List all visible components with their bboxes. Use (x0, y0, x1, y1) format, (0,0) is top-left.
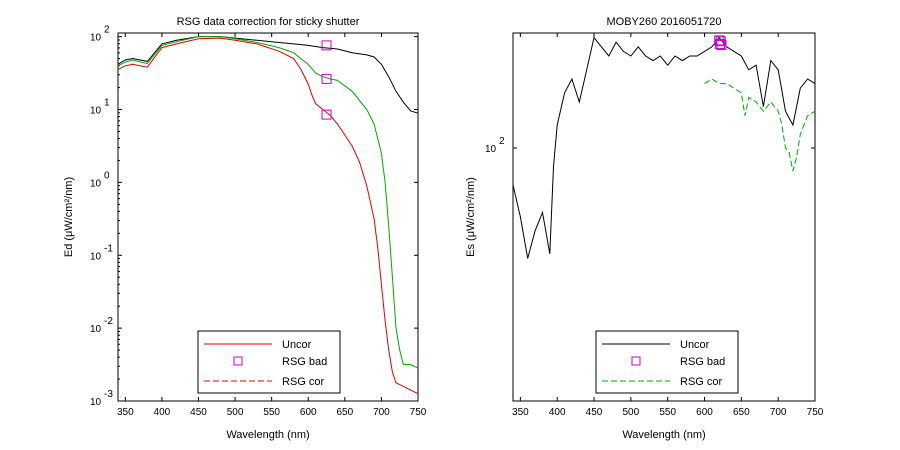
left-xtick-label: 500 (227, 407, 244, 418)
right-legend-uncor-label: Uncor (680, 339, 710, 351)
right-legend-box (595, 330, 739, 394)
right-rsg-bad-marker (716, 39, 727, 50)
right-series-line-1 (704, 78, 816, 172)
right-xtick-label: 500 (623, 407, 640, 418)
right-x-axis-label: Wavelength (nm) (622, 429, 705, 441)
left-chart-title: RSG data correction for sticky shutter (177, 16, 360, 28)
right-rsg-bad-marker (715, 36, 726, 47)
right-series (512, 35, 816, 259)
left-x-axis-label: Wavelength (nm) (226, 429, 309, 441)
left-ytick-base: 10 (90, 324, 102, 335)
left-legend-rsgbad-label: RSG bad (282, 356, 327, 368)
right-xtick-label: 350 (512, 407, 529, 418)
left-chart: RSG data correction for sticky shutter W… (63, 16, 427, 441)
left-rsg-bad-marker (321, 40, 332, 51)
left-legend-rsgcor-label: RSG cor (282, 376, 325, 388)
left-series-line-1 (117, 36, 419, 369)
right-legend-rsgbad-label: RSG bad (680, 356, 725, 368)
left-ytick-base: 10 (90, 397, 102, 408)
left-ticks: 350 400 450 500 550 600 650 700 75010-310-210-11… (90, 25, 427, 418)
left-y-axis-label: Ed (μW/cm²/nm) (63, 177, 75, 257)
right-xtick-label: 550 (659, 407, 676, 418)
left-legend: Uncor RSG bad RSG cor (197, 330, 341, 394)
left-xtick-label: 700 (373, 407, 390, 418)
right-legend-rsgcor-label: RSG cor (680, 376, 723, 388)
left-ytick-exp: 0 (104, 170, 110, 181)
left-series-line-2 (117, 37, 419, 395)
left-ytick-base: 10 (90, 178, 102, 189)
right-rsg-bad-marker (714, 39, 725, 50)
left-ytick-exp: 1 (104, 98, 110, 109)
left-ytick-exp: -3 (104, 389, 113, 400)
right-xtick-label: 650 (733, 407, 750, 418)
right-xtick-label: 400 (549, 407, 566, 418)
left-rsg-bad-marker (321, 73, 332, 84)
left-xtick-label: 350 (117, 407, 134, 418)
left-xtick-label: 650 (336, 407, 353, 418)
right-legend-rsgbad-swatch (631, 356, 641, 366)
left-ytick-base: 10 (90, 251, 102, 262)
left-xtick-label: 400 (154, 407, 171, 418)
right-chart: MOBY260 2016051720 Wavelength (nm) Es (μ… (465, 16, 824, 441)
left-ytick-base: 10 (90, 33, 102, 44)
left-xtick-label: 600 (300, 407, 317, 418)
left-xtick-label: 550 (263, 407, 280, 418)
right-xtick-label: 600 (696, 407, 713, 418)
left-series-line-0 (117, 36, 419, 114)
left-ytick-exp: 2 (104, 25, 110, 36)
right-chart-title: MOBY260 2016051720 (607, 16, 722, 28)
left-ytick-exp: -1 (104, 243, 113, 254)
left-ytick-exp: -2 (104, 316, 113, 327)
right-ytick-base: 10 (485, 144, 497, 155)
right-xtick-label: 450 (586, 407, 603, 418)
left-ytick-base: 10 (90, 106, 102, 117)
right-series-line-0 (512, 36, 816, 259)
left-xtick-label: 750 (410, 407, 427, 418)
right-legend: Uncor RSG bad RSG cor (595, 330, 739, 394)
left-xtick-label: 450 (190, 407, 207, 418)
left-legend-uncor-label: Uncor (282, 339, 312, 351)
left-rsg-bad-marker (321, 109, 332, 120)
left-series (117, 36, 419, 395)
left-legend-rsgbad-swatch (233, 356, 243, 366)
left-legend-box (197, 330, 341, 394)
right-xtick-label: 750 (807, 407, 824, 418)
right-ticks: 350 400 450 500 550 600 650 700 750 102 (485, 33, 824, 418)
right-y-axis-label: Es (μW/cm²/nm) (465, 177, 477, 257)
right-xtick-label: 700 (770, 407, 787, 418)
right-ytick-exp: 2 (499, 136, 505, 147)
